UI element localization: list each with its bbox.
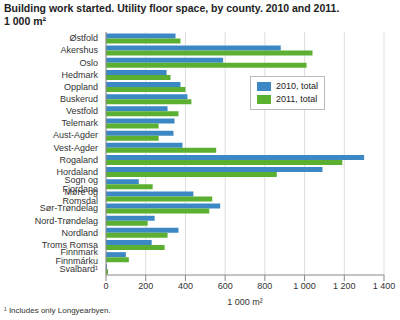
svg-text:Østfold: Østfold <box>69 33 98 43</box>
svg-text:Aust-Agder: Aust-Agder <box>53 130 98 140</box>
svg-text:Nordland: Nordland <box>61 228 98 238</box>
html-text:1 000 m²: 1 000 m² <box>4 15 46 27</box>
svg-text:1 000: 1 000 <box>293 281 316 291</box>
html-text:Fjordane: Fjordane <box>62 183 98 194</box>
svg-text:Nord-Trøndelag: Nord-Trøndelag <box>35 216 98 226</box>
html-text:Building work started. Utility: Building work started. Utility floor spa… <box>4 2 340 14</box>
svg-text:1 000 m²: 1 000 m² <box>227 297 263 305</box>
html-text:Romsdal: Romsdal <box>62 195 98 206</box>
svg-text:200: 200 <box>138 281 153 291</box>
svg-text:Oppland: Oppland <box>64 82 98 92</box>
svg-text:Vestfold: Vestfold <box>66 106 98 116</box>
svg-text:Rogaland: Rogaland <box>59 155 98 165</box>
svg-text:Troms Romsa: Troms Romsa <box>41 239 98 250</box>
html-text:2011, total: 2011, total <box>276 94 318 104</box>
svg-text:Telemark: Telemark <box>61 118 98 128</box>
svg-text:Oslo: Oslo <box>79 58 98 68</box>
svg-text:Akershus: Akershus <box>60 45 98 55</box>
svg-text:Hedmark: Hedmark <box>61 70 98 80</box>
html-text:Sogn og: Sogn og <box>64 174 98 185</box>
svg-text:800: 800 <box>257 281 272 291</box>
svg-text:Hordaland: Hordaland <box>56 166 98 177</box>
svg-text:Sør-Trøndelag: Sør-Trøndelag <box>40 203 98 213</box>
svg-text:600: 600 <box>218 281 233 291</box>
svg-text:Svalbard¹: Svalbard¹ <box>59 264 98 274</box>
svg-text:1 200: 1 200 <box>333 281 356 291</box>
svg-text:0: 0 <box>103 281 108 291</box>
html-text:Finnmárku: Finnmárku <box>55 256 98 267</box>
html-text:¹ Includes only Longyearbyen.: ¹ Includes only Longyearbyen. <box>4 306 111 315</box>
svg-text:Buskerud: Buskerud <box>60 94 98 104</box>
svg-text:Vest-Agder: Vest-Agder <box>53 143 98 153</box>
svg-text:400: 400 <box>178 281 193 291</box>
html-text:Finnmark: Finnmark <box>60 247 98 258</box>
svg-text:1 400: 1 400 <box>373 281 392 291</box>
html-text:2010, total: 2010, total <box>276 81 318 91</box>
html-text:Møre og: Møre og <box>64 186 98 197</box>
